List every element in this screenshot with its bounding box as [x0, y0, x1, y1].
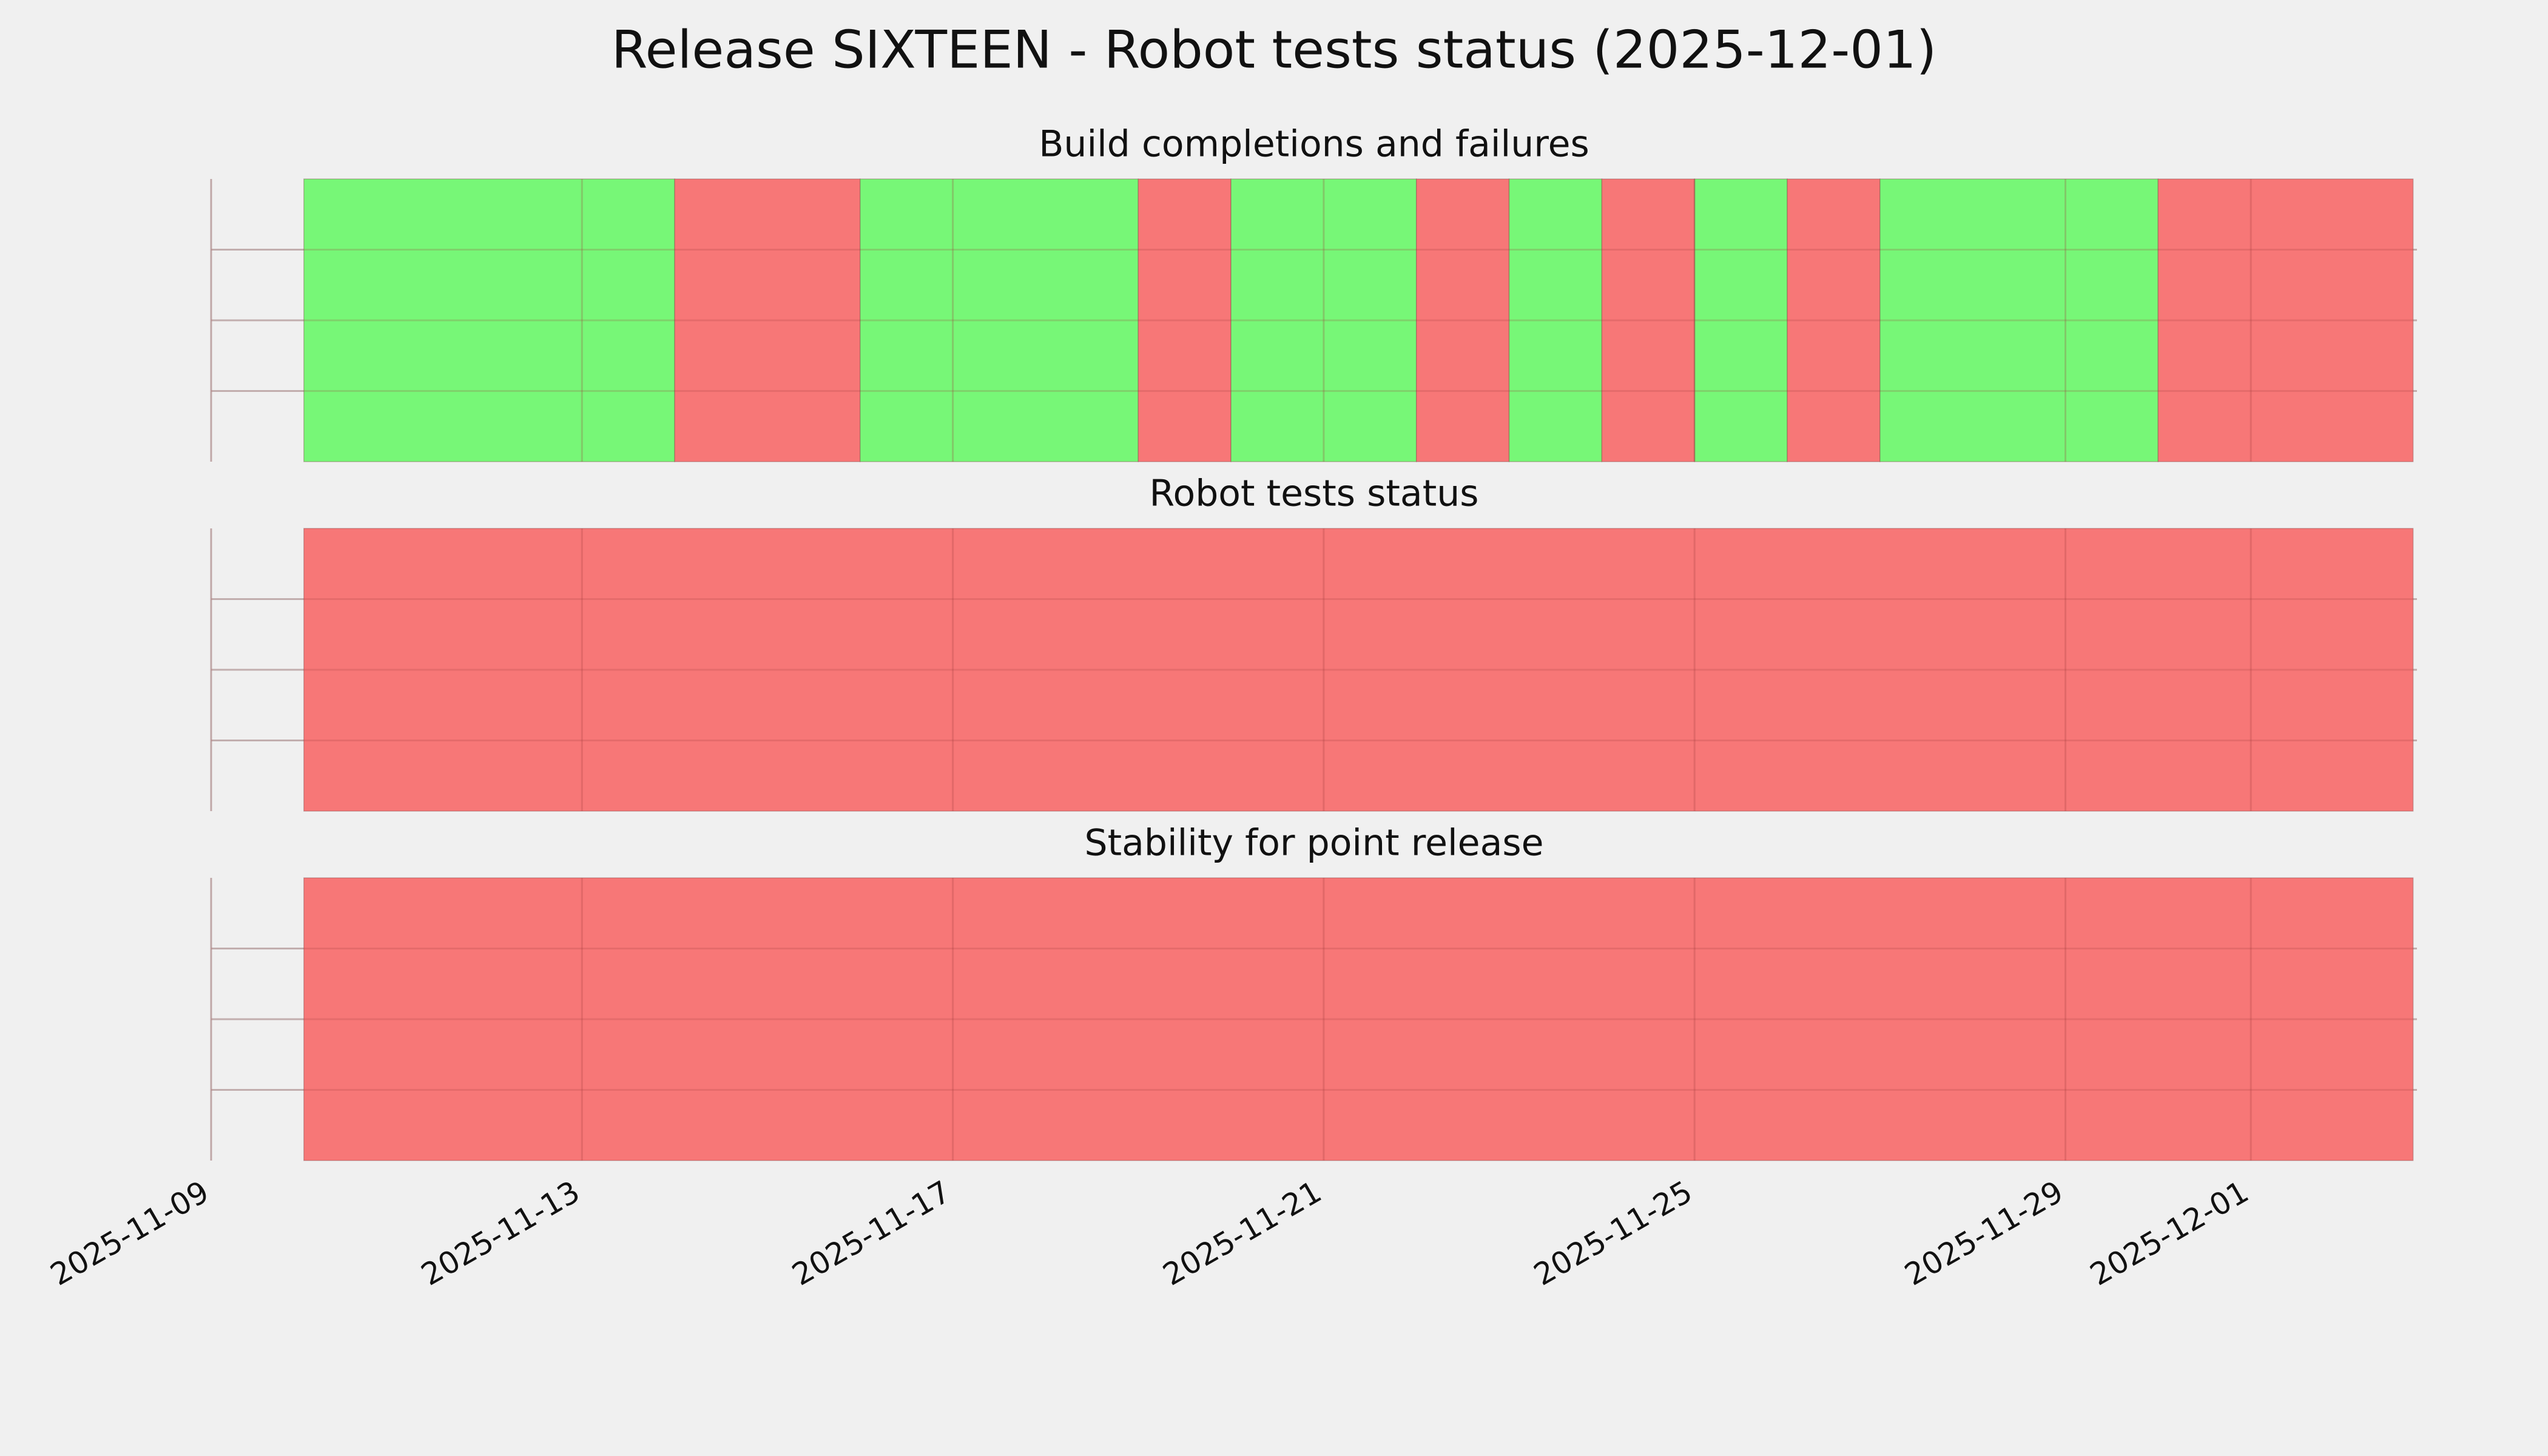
status-segment	[1415, 178, 1510, 462]
status-segment	[303, 877, 2414, 1161]
status-segment	[303, 528, 2414, 812]
status-segment	[1508, 178, 1603, 462]
subplot-title: Build completions and failures	[1039, 123, 1589, 166]
status-segment	[1138, 178, 1232, 462]
status-segment	[1787, 178, 1881, 462]
status-segment	[674, 178, 861, 462]
subplot-title: Robot tests status	[1149, 473, 1478, 515]
status-segment	[303, 178, 675, 462]
status-segment	[2157, 178, 2414, 462]
status-segment	[1230, 178, 1417, 462]
status-segment	[860, 178, 1139, 462]
status-segment	[1694, 178, 1788, 462]
status-segment	[1879, 178, 2159, 462]
subplot-title: Stability for point release	[1084, 822, 1543, 864]
chart-title: Release SIXTEEN - Robot tests status (20…	[612, 19, 1937, 80]
